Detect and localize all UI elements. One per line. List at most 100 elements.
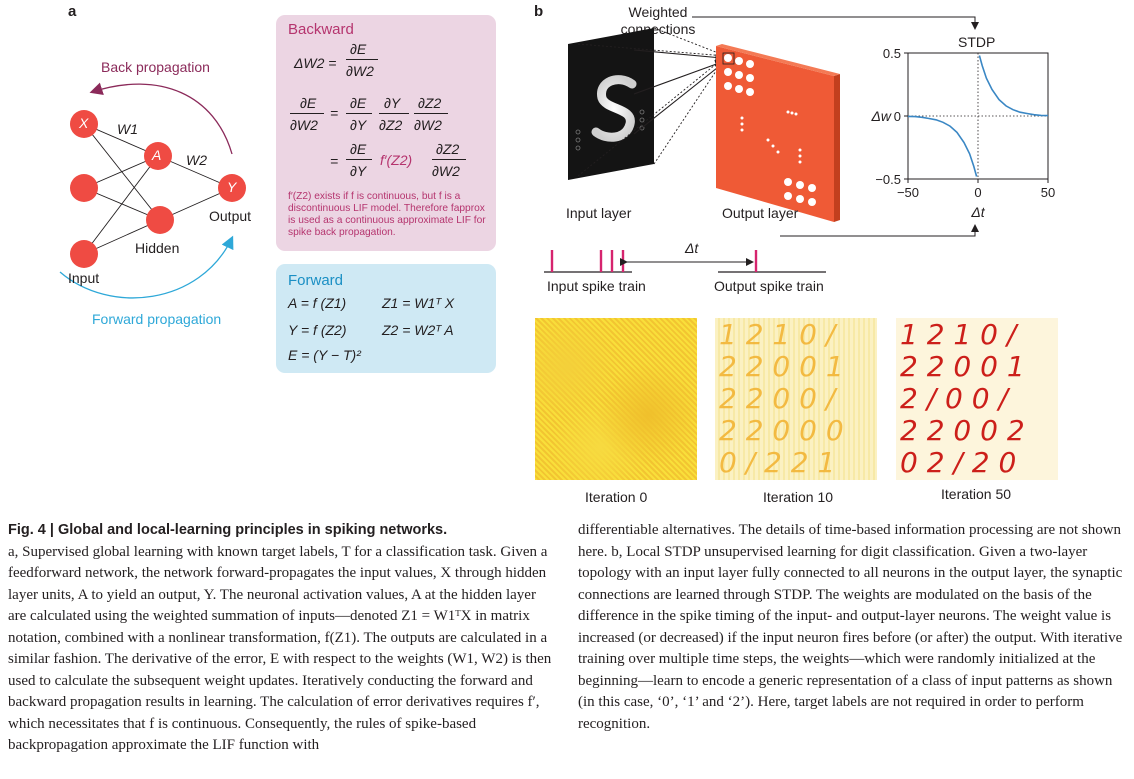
eq2-r3-den: ∂W2	[414, 117, 442, 133]
output-layer-label: Output layer	[722, 205, 799, 221]
eq3-r1-den: ∂Y	[350, 163, 367, 179]
panel-a-letter: a	[68, 3, 77, 20]
eq2-r2-num: ∂Y	[384, 95, 401, 111]
eq2-r1-den: ∂Y	[350, 117, 367, 133]
eq2-r1-num: ∂E	[350, 95, 367, 111]
eq2-r3-num: ∂Z2	[418, 95, 442, 111]
input-layer-label: Input layer	[566, 205, 632, 221]
stdp-y-axis-label: Δw	[870, 108, 891, 124]
eq1-lhs: ΔW2 =	[294, 55, 337, 71]
eq3-r1-num: ∂E	[350, 141, 367, 157]
digit-row: 1 2 1 0 /	[900, 318, 1017, 351]
digit-row: 1 2 1 0 /	[719, 318, 836, 351]
x-tick-label: −50	[897, 185, 919, 200]
backward-title: Backward	[288, 21, 354, 38]
digit-row: 0 / 2 2 1	[719, 446, 836, 479]
output-neuron-dots	[724, 54, 816, 206]
node-a-label: A	[152, 147, 162, 163]
digit-row: 2 2 0 0 /	[719, 382, 836, 415]
eq2-lhs-num: ∂E	[300, 95, 317, 111]
hidden-neuron	[146, 206, 174, 234]
eq3-r3-num: ∂Z2	[436, 141, 460, 157]
digit-row: 2 2 0 0 1	[900, 350, 1025, 383]
digit-row: 2 / 0 0 /	[900, 382, 1008, 415]
eq2-r1-bar	[346, 113, 372, 114]
iteration-0-label: Iteration 0	[585, 489, 648, 505]
weighted-connections-line1: Weighted	[628, 4, 688, 20]
stdp-chart-title: STDP	[958, 34, 996, 50]
input-neuron	[70, 174, 98, 202]
delta-t-arrow	[780, 224, 979, 237]
caption-right-column: differentiable alternatives. The details…	[578, 520, 1126, 735]
x-tick-label: 0	[974, 185, 981, 200]
caption-panel-a-text: a, Supervised global learning with known…	[8, 543, 552, 754]
backward-note: f′(Z2) exists if f is continuous, but f …	[288, 191, 486, 238]
eq3-equals: =	[330, 153, 339, 169]
input-neuron-x	[70, 110, 98, 138]
node-y-label: Y	[227, 179, 237, 195]
spike-delta-t-label: Δt	[685, 240, 699, 256]
x-tick-label: 50	[1041, 185, 1055, 200]
hidden-label: Hidden	[135, 240, 180, 256]
back-propagation-label: Back propagation	[101, 59, 210, 75]
eq2-lhs-bar	[290, 113, 324, 114]
iteration-10-label: Iteration 10	[763, 489, 834, 505]
caption-left-column: Fig. 4 | Global and local-learning princ…	[8, 520, 556, 757]
output-neuron-y	[218, 174, 246, 202]
forward-eq-z2: Z2 = W2ᵀ A	[382, 322, 454, 338]
input-spike-train-label: Input spike train	[547, 278, 646, 294]
eq2-r3-bar	[414, 113, 448, 114]
output-spike-train-label: Output spike train	[714, 278, 824, 294]
eq2-lhs-den: ∂W2	[290, 117, 318, 133]
weighted-connections-arrow	[692, 16, 979, 30]
eq2-r2-den: ∂Z2	[379, 117, 403, 133]
forward-title: Forward	[288, 272, 344, 289]
weight-w2-label: W2	[186, 152, 207, 168]
y-tick-label: −0.5	[875, 172, 901, 187]
eq3-r3-bar	[432, 159, 466, 160]
digit-row: 2 2 0 0 1	[719, 350, 844, 383]
panel-b-letter: b	[534, 3, 544, 20]
weight-w1-label: W1	[117, 121, 138, 137]
spike-trains-diagram	[544, 250, 826, 273]
two-layer-topology-diagram	[568, 16, 979, 237]
digit-row: 2 2 0 0 0	[719, 414, 844, 447]
stdp-x-axis-label: Δt	[970, 204, 985, 220]
digit-row: 0 2 / 2 0	[900, 446, 1017, 479]
hidden-neuron-a	[144, 142, 172, 170]
output-label: Output	[209, 208, 252, 224]
stdp-curve	[907, 115, 978, 177]
forward-eq-error: E = (Y − T)²	[288, 347, 361, 363]
y-tick-label: 0	[894, 109, 901, 124]
figure-caption-title: Fig. 4 | Global and local-learning princ…	[8, 522, 448, 538]
forward-propagation-label: Forward propagation	[92, 311, 222, 327]
back-propagation-arrow	[89, 82, 233, 155]
eq3-r1-bar	[346, 159, 372, 160]
eq1-fraction-bar	[346, 59, 378, 60]
stdp-curve	[978, 55, 1049, 117]
forward-eq-z1: Z1 = W1ᵀ X	[382, 295, 455, 311]
weights-iteration-10: 1 2 1 0 / 2 2 0 0 1 2 2 0 0 / 2 2 0 0 0 …	[715, 318, 877, 480]
eq1-den: ∂W2	[346, 63, 374, 79]
iteration-50-label: Iteration 50	[941, 486, 1012, 502]
eq2-equals: =	[330, 105, 339, 121]
backward-equations-box: Backward ΔW2 = ∂E ∂W2 ∂E ∂W2 = ∂E ∂Y ∂Y …	[276, 15, 496, 251]
digit-five-glyph	[591, 75, 637, 142]
forward-equations-box: Forward A = f (Z1) Z1 = W1ᵀ X Y = f (Z2)…	[276, 264, 496, 373]
caption-panel-b-text: differentiable alternatives. The details…	[578, 522, 1123, 732]
input-neuron	[70, 240, 98, 268]
forward-eq-y: Y = f (Z2)	[288, 322, 347, 338]
stdp-chart: −50 0 50 0.5 0 −0.5 Δt Δw	[870, 46, 1055, 220]
digit-row: 2 2 0 0 2	[900, 414, 1025, 447]
eq3-derivative: f′(Z2)	[380, 152, 413, 168]
highlighted-neuron-box	[722, 52, 735, 65]
eq1-num: ∂E	[350, 41, 367, 57]
eq2-r2-bar	[379, 113, 409, 114]
forward-eq-a: A = f (Z1)	[288, 295, 347, 311]
weights-iteration-50: 1 2 1 0 / 2 2 0 0 1 2 / 0 0 / 2 2 0 0 2 …	[896, 318, 1058, 480]
forward-propagation-arrow	[59, 235, 234, 299]
weights-iteration-0	[535, 318, 697, 480]
neural-network-diagram	[59, 82, 246, 299]
y-tick-label: 0.5	[883, 46, 901, 61]
node-x-label: X	[79, 115, 89, 131]
